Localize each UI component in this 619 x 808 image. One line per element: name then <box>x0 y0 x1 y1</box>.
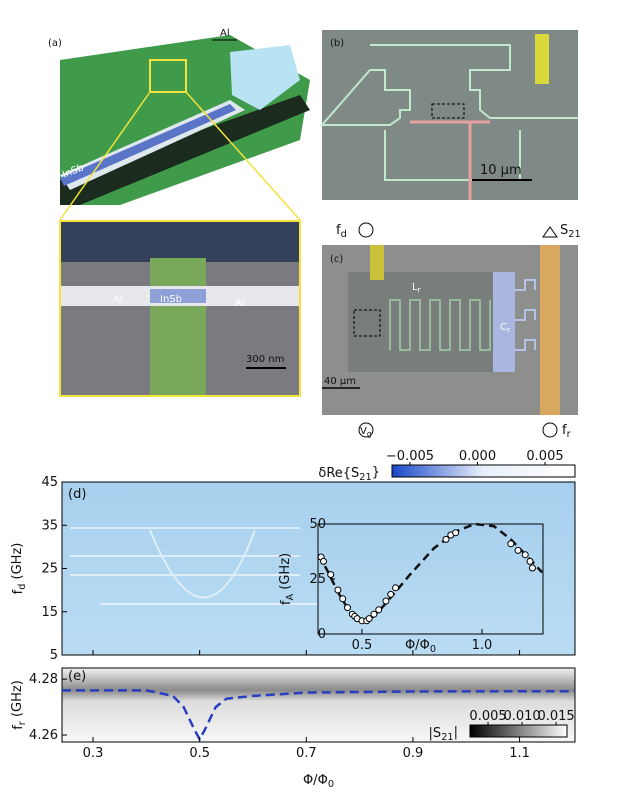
panel-label: (a) <box>48 38 62 49</box>
gate <box>150 258 206 395</box>
panel-a: (a) Al InSb <box>48 28 310 221</box>
wire <box>60 104 236 186</box>
data-point <box>392 584 400 592</box>
colorbar <box>391 464 576 478</box>
gate-line <box>535 34 549 84</box>
panel-b: (b) 10 μm <box>319 30 578 200</box>
capacitor-label: Cr​ <box>500 322 511 334</box>
data-point <box>327 571 335 579</box>
y-tick-label: 45 <box>41 475 58 490</box>
readout-label: fr​ <box>562 423 572 440</box>
data-point <box>344 604 352 612</box>
colorbar-tick-label: 0.010 <box>503 709 540 724</box>
inset-box <box>353 309 381 337</box>
data-point <box>514 546 522 554</box>
data-point <box>442 535 450 543</box>
data-point <box>526 557 534 565</box>
colorbar <box>469 724 568 738</box>
y-tick-label: 5 <box>50 648 58 663</box>
scale-label: 10 μm <box>480 163 522 178</box>
x-tick-label: 0.5 <box>352 638 373 653</box>
feedline <box>370 245 384 280</box>
data-point <box>365 615 373 623</box>
y-axis-label: fr​ (GHz) <box>10 680 28 730</box>
data-point <box>320 557 328 565</box>
line <box>62 689 576 742</box>
source <box>358 422 374 438</box>
data-point <box>339 595 347 603</box>
x-tick-label: 0.7 <box>296 746 317 761</box>
drive-label: fd​ <box>336 223 347 240</box>
data-point <box>528 564 536 572</box>
scale-label: 300 nm <box>246 354 284 365</box>
colorbar-tick-label: 0.015 <box>537 709 574 724</box>
panel-c: (c) fd​ S21​ Lr​ Cr​ 40 μm Vg​ fr​ <box>322 222 581 440</box>
source <box>358 222 374 238</box>
board-edge <box>60 95 310 205</box>
panel-label: (e) <box>68 669 86 684</box>
x-tick-label: 0.3 <box>83 746 104 761</box>
data-point <box>375 606 383 614</box>
y-tick-label: 4.28 <box>29 672 58 687</box>
data-point <box>382 597 390 605</box>
al-label: Al <box>235 298 245 309</box>
y-tick-label: 50 <box>309 517 326 532</box>
y-tick-label: 15 <box>41 604 58 619</box>
source <box>542 422 558 438</box>
circuit <box>319 44 578 181</box>
colorbar-tick-label: −0.005 <box>386 449 434 464</box>
x-tick-label: 0.9 <box>403 746 424 761</box>
fingers <box>515 279 536 351</box>
colorbar-tick-label: 0.000 <box>459 449 496 464</box>
inductor-label: Lr​ <box>412 282 422 294</box>
y-tick-label: 25 <box>309 572 326 587</box>
zoom-box <box>149 59 187 93</box>
panel-label: (b) <box>330 38 344 49</box>
x-axis-label: Φ/Φ0​ <box>303 773 334 790</box>
sem-insb <box>150 289 206 303</box>
y-tick-label: 0 <box>318 627 326 642</box>
inductor <box>389 299 491 351</box>
transmission-line <box>540 245 560 415</box>
panel-label: (c) <box>330 254 343 265</box>
colorbar-tick-label: 0.005 <box>526 449 563 464</box>
y-axis-label: fd​ (GHz) <box>10 543 28 595</box>
line <box>317 522 543 624</box>
y-axis-label: fA​ (GHz) <box>278 553 296 605</box>
x-tick-label: 1.1 <box>509 746 530 761</box>
frame <box>61 667 576 743</box>
y-tick-label: 25 <box>41 561 58 576</box>
detector <box>542 226 558 238</box>
data-point <box>452 529 460 537</box>
al-label: Al <box>220 28 230 39</box>
data-point <box>521 551 529 559</box>
capacitor <box>493 272 515 372</box>
colorbar-label: |S21​| <box>429 725 458 743</box>
zoom-line <box>185 91 301 221</box>
heatmap-features <box>70 527 320 605</box>
al-label: Al <box>113 294 123 305</box>
insb-label: InSb <box>160 294 182 305</box>
x-axis-label: Φ/Φ0​ <box>405 638 436 655</box>
data-point <box>387 590 395 598</box>
zoom-line <box>59 91 151 221</box>
data-point <box>334 586 342 594</box>
zoom-image: Al InSb Al 300 nm <box>59 220 301 397</box>
sem-dark <box>61 222 299 262</box>
data-point <box>507 540 515 548</box>
gate-label: Vg​ <box>360 426 372 438</box>
output-label: S21​ <box>560 223 581 240</box>
x-tick-label: 0.5 <box>189 746 210 761</box>
panel-label: (d) <box>68 487 86 502</box>
contact <box>230 45 300 110</box>
y-tick-label: 4.26 <box>29 728 58 743</box>
colorbar-tick-label: 0.005 <box>469 709 506 724</box>
inset-box <box>431 103 465 119</box>
scale-label: 40 μm <box>324 376 356 387</box>
colorbar-label: δRe{S21​} <box>318 465 380 483</box>
x-tick-label: 1.0 <box>472 638 493 653</box>
data-point <box>370 610 378 618</box>
y-tick-label: 35 <box>41 518 58 533</box>
